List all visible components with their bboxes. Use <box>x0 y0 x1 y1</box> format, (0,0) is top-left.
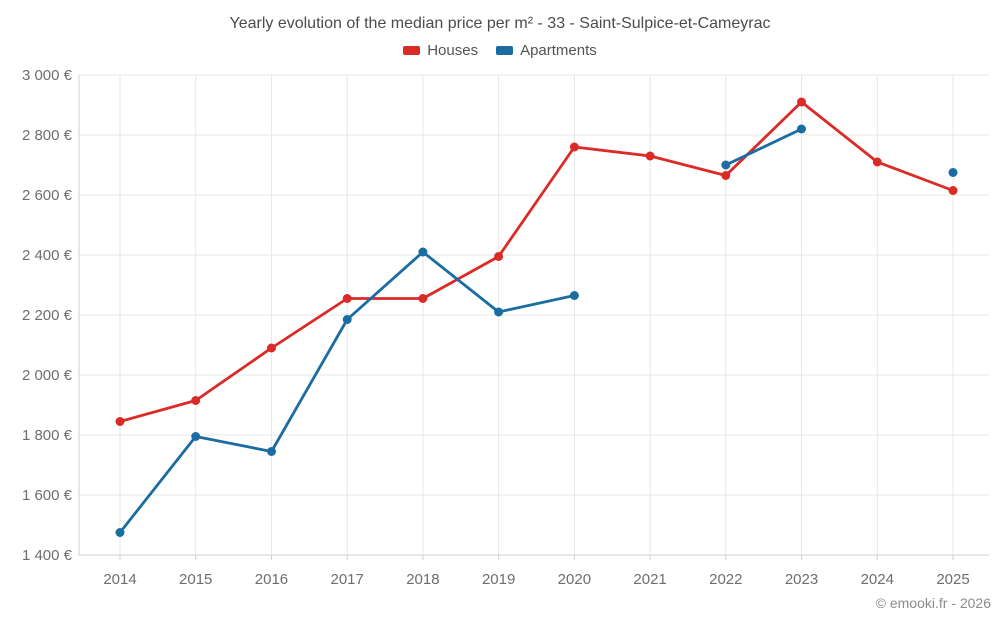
x-axis-tick-label: 2020 <box>558 571 591 588</box>
chart-title: Yearly evolution of the median price per… <box>229 15 771 32</box>
data-point-apartments-2023 <box>797 124 806 134</box>
x-axis-tick-label: 2021 <box>633 571 666 588</box>
x-axis-tick-label: 2016 <box>255 571 288 588</box>
data-point-apartments-2016 <box>267 447 276 456</box>
data-point-houses-2018 <box>418 294 428 303</box>
legend-item-apartments[interactable]: Apartments <box>496 42 597 59</box>
data-point-houses-2024 <box>872 157 882 167</box>
x-axis-tick-label: 2014 <box>103 571 136 588</box>
data-point-houses-2015 <box>191 396 201 405</box>
x-axis-tick-label: 2022 <box>709 571 742 588</box>
data-point-houses-2019 <box>494 252 504 261</box>
data-point-apartments-2014 <box>115 528 125 537</box>
y-axis-tick-label: 1 800 € <box>22 427 73 444</box>
x-axis-tick-label: 2017 <box>330 571 363 588</box>
data-point-apartments-2025 <box>948 168 958 177</box>
data-point-houses-2017 <box>342 294 352 303</box>
y-axis-tick-label: 2 400 € <box>22 247 73 264</box>
legend-label-apartments: Apartments <box>520 42 597 59</box>
series-line-apartments <box>120 129 953 533</box>
legend: Houses Apartments <box>0 42 1000 59</box>
y-axis-tick-label: 2 800 € <box>22 127 73 144</box>
x-axis-tick-label: 2025 <box>936 571 969 588</box>
x-axis-tick-label: 2019 <box>482 571 515 588</box>
y-axis-tick-label: 2 000 € <box>22 367 73 384</box>
data-point-houses-2016 <box>267 343 276 353</box>
data-point-apartments-2018 <box>418 247 428 257</box>
y-axis-tick-label: 1 400 € <box>22 547 73 564</box>
data-point-houses-2021 <box>645 151 655 161</box>
data-point-houses-2025 <box>948 186 958 195</box>
houses-series-swatch-icon <box>403 46 421 55</box>
data-point-houses-2020 <box>569 142 579 152</box>
attribution: © emooki.fr - 2026 <box>875 595 991 611</box>
x-axis-tick-label: 2024 <box>861 571 894 588</box>
data-point-apartments-2019 <box>494 307 504 317</box>
x-axis-tick-label: 2023 <box>785 571 818 588</box>
y-axis-tick-label: 1 600 € <box>22 487 73 504</box>
legend-label-houses: Houses <box>427 42 479 59</box>
data-point-apartments-2017 <box>342 315 352 324</box>
series-line-houses <box>118 100 955 423</box>
data-point-houses-2022 <box>721 171 731 180</box>
data-point-apartments-2022 <box>721 160 731 170</box>
apartments-series-swatch-icon <box>496 46 514 55</box>
data-point-houses-2023 <box>797 97 806 107</box>
legend-item-houses[interactable]: Houses <box>403 42 478 59</box>
data-point-houses-2014 <box>115 417 125 426</box>
y-axis-tick-label: 2 600 € <box>22 187 73 204</box>
y-axis-tick-label: 2 200 € <box>22 307 73 324</box>
y-axis-tick-label: 3 000 € <box>22 67 73 84</box>
x-axis-tick-label: 2018 <box>406 571 439 588</box>
data-point-apartments-2015 <box>191 432 201 441</box>
data-point-apartments-2020 <box>569 291 579 300</box>
x-axis-tick-label: 2015 <box>179 571 212 588</box>
